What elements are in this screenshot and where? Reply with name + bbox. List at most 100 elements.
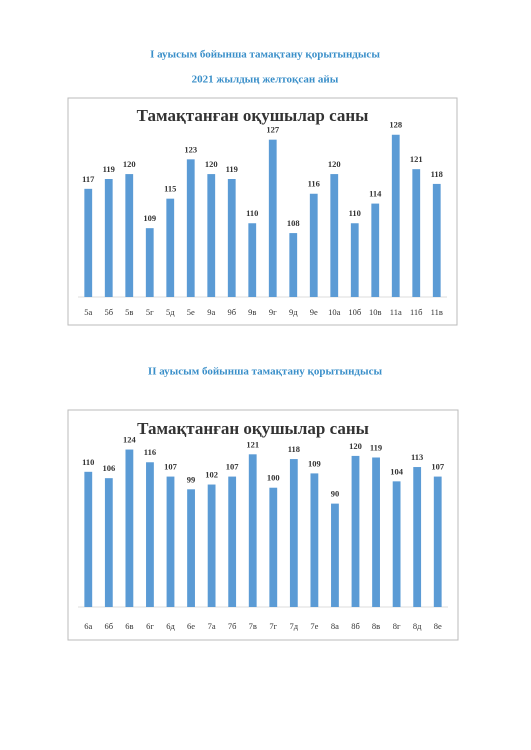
category-label: 6д: [166, 621, 175, 631]
value-label: 120: [123, 159, 136, 169]
category-label: 8а: [331, 621, 339, 631]
bar: [309, 193, 318, 297]
bar: [289, 233, 298, 297]
bar: [104, 179, 113, 297]
value-label: 99: [187, 474, 196, 484]
bar: [330, 174, 339, 297]
value-label: 120: [328, 159, 341, 169]
category-label: 8е: [434, 621, 442, 631]
value-label: 102: [205, 469, 218, 479]
bar: [371, 203, 380, 297]
value-label: 90: [331, 489, 340, 499]
value-label: 119: [226, 164, 238, 174]
bar: [412, 169, 421, 297]
category-label: 7а: [208, 621, 216, 631]
category-label: 8д: [413, 621, 422, 631]
category-label: 8г: [393, 621, 401, 631]
bar: [125, 174, 134, 297]
value-label: 123: [184, 144, 197, 154]
category-label: 10б: [348, 307, 361, 317]
value-label: 118: [431, 169, 443, 179]
value-label: 117: [82, 174, 95, 184]
value-label: 119: [103, 164, 115, 174]
bar: [350, 223, 359, 297]
value-label: 120: [349, 441, 362, 451]
value-label: 109: [143, 213, 156, 223]
category-label: 6е: [187, 621, 195, 631]
category-label: 9г: [269, 307, 277, 317]
category-label: 5д: [166, 307, 175, 317]
category-label: 5е: [187, 307, 195, 317]
bar: [186, 159, 195, 297]
category-label: 11в: [431, 307, 443, 317]
value-label: 121: [246, 439, 259, 449]
chart-title: Тамақтанған оқушылар саны: [137, 419, 369, 438]
value-label: 121: [410, 154, 423, 164]
value-label: 107: [226, 462, 240, 472]
bar: [392, 481, 401, 607]
category-label: 6б: [105, 621, 114, 631]
bar: [269, 487, 278, 607]
category-label: 7г: [269, 621, 277, 631]
category-label: 5г: [146, 307, 154, 317]
heading: II ауысым бойынша тамақтану қорытындысы: [148, 366, 383, 378]
bar: [331, 503, 339, 607]
value-label: 120: [205, 159, 218, 169]
category-label: 7е: [310, 621, 318, 631]
bar: [84, 188, 93, 297]
category-label: 11б: [410, 307, 423, 317]
bar: [187, 489, 195, 607]
bar: [166, 476, 175, 607]
chart-title: Тамақтанған оқушылар саны: [137, 106, 369, 125]
bar: [125, 449, 134, 607]
category-label: 9а: [207, 307, 215, 317]
category-label: 10в: [369, 307, 382, 317]
category-label: 7д: [290, 621, 299, 631]
subheading: 2021 жылдың желтоқсан айы: [192, 74, 339, 86]
category-label: 8б: [351, 621, 360, 631]
bar: [248, 223, 257, 297]
value-label: 114: [369, 189, 382, 199]
value-label: 107: [164, 462, 178, 472]
category-label: 9д: [289, 307, 298, 317]
bar: [432, 183, 441, 297]
value-label: 116: [144, 447, 156, 457]
bar: [413, 467, 422, 607]
value-label: 115: [164, 184, 176, 194]
category-label: 7б: [228, 621, 237, 631]
category-label: 9е: [310, 307, 318, 317]
bar: [289, 459, 298, 607]
category-label: 5в: [125, 307, 133, 317]
value-label: 110: [349, 208, 361, 218]
value-label: 118: [288, 444, 300, 454]
bar: [310, 473, 319, 607]
bar: [268, 139, 277, 297]
value-label: 127: [266, 125, 280, 135]
bar: [391, 134, 400, 297]
value-label: 110: [246, 208, 258, 218]
category-label: 7в: [249, 621, 257, 631]
bar: [372, 457, 380, 607]
category-label: 9в: [248, 307, 256, 317]
bar: [84, 471, 93, 607]
bar: [166, 198, 175, 297]
category-label: 9б: [227, 307, 236, 317]
bar: [146, 462, 154, 607]
category-label: 10а: [328, 307, 341, 317]
bar: [433, 476, 442, 607]
value-label: 100: [267, 473, 280, 483]
bar: [145, 228, 154, 297]
bar: [248, 454, 257, 607]
bar: [104, 478, 113, 607]
category-label: 8в: [372, 621, 380, 631]
bar: [228, 476, 237, 607]
value-label: 109: [308, 458, 321, 468]
value-label: 104: [390, 466, 404, 476]
value-label: 124: [123, 434, 137, 444]
value-label: 110: [82, 457, 94, 467]
value-label: 116: [308, 179, 320, 189]
category-label: 6в: [125, 621, 133, 631]
category-label: 11а: [390, 307, 402, 317]
value-label: 128: [389, 120, 402, 130]
